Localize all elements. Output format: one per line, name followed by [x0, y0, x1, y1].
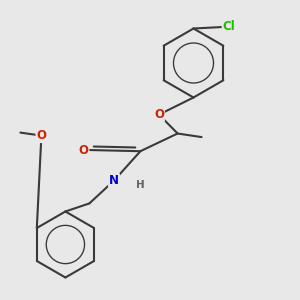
Text: Cl: Cl: [223, 20, 236, 34]
Text: N: N: [109, 174, 119, 187]
Text: H: H: [136, 180, 144, 190]
Text: H: H: [136, 180, 145, 190]
Text: O: O: [36, 129, 46, 142]
Text: O: O: [79, 143, 88, 157]
Text: O: O: [154, 108, 164, 121]
